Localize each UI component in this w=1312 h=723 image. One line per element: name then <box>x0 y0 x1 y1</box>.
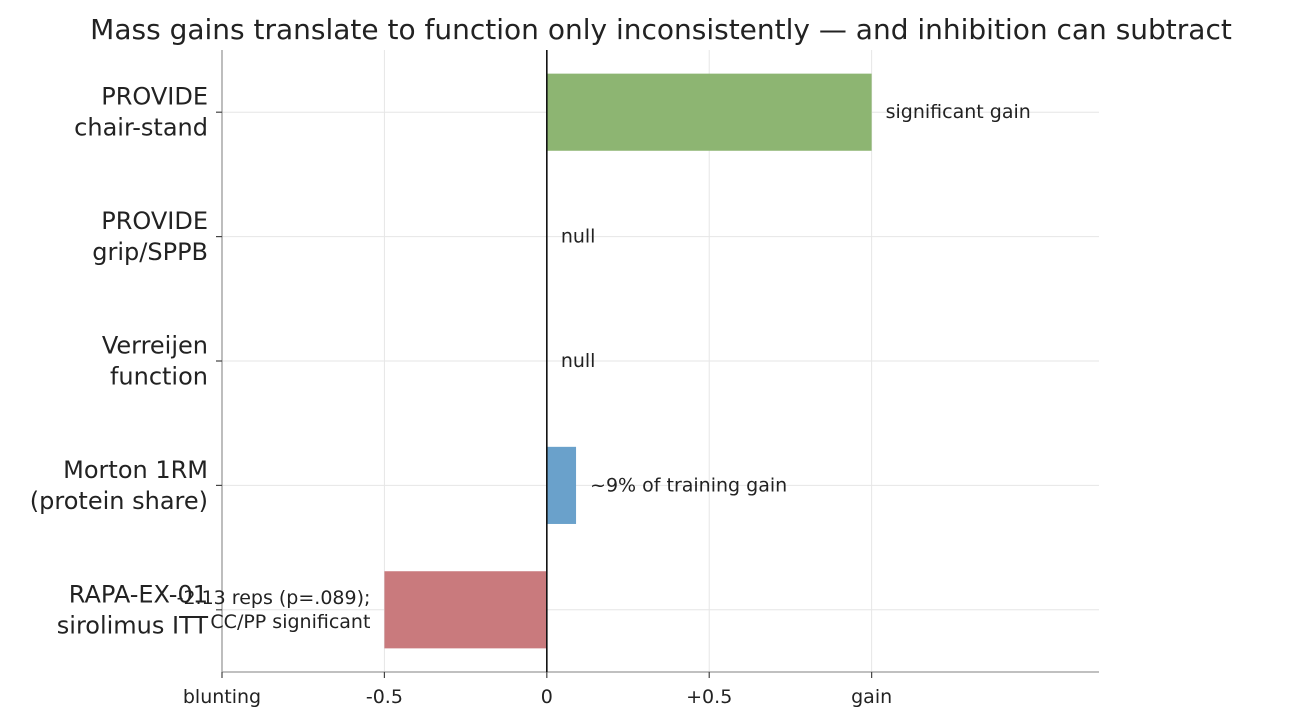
x-tick-label: +0.5 <box>686 686 732 708</box>
y-tick-label: Verreijen <box>102 332 208 360</box>
y-tick-label: sirolimus ITT <box>57 611 209 639</box>
chart-title: Mass gains translate to function only in… <box>90 13 1232 46</box>
bar-label: CC/PP significant <box>210 611 370 633</box>
x-axis-ticks: blunting -0.5 0 +0.5 gain <box>183 672 892 708</box>
y-tick-label: chair-stand <box>74 114 208 142</box>
y-tick-label: grip/SPPB <box>92 238 208 266</box>
bars <box>384 73 872 649</box>
y-tick-label: RAPA-EX-01 <box>69 580 208 608</box>
bar-label: null <box>561 226 596 248</box>
x-tick-label: 0 <box>541 686 553 708</box>
x-tick-label: gain <box>851 686 892 708</box>
bar-label: -2.13 reps (p=.089); <box>177 587 371 609</box>
y-tick-label: (protein share) <box>30 487 208 515</box>
y-tick-label: PROVIDE <box>101 207 208 235</box>
x-tick-label: -0.5 <box>366 686 403 708</box>
y-axis-ticks: PROVIDE chair-stand PROVIDE grip/SPPB Verrei… <box>30 83 222 639</box>
y-tick-label: PROVIDE <box>101 83 208 111</box>
bar <box>384 571 547 649</box>
bar-label: ~9% of training gain <box>590 474 787 496</box>
bar <box>546 446 577 524</box>
bar-label: significant gain <box>886 101 1031 123</box>
x-tick-label: blunting <box>183 686 261 708</box>
bar-label: null <box>561 350 596 372</box>
y-tick-label: function <box>110 363 208 391</box>
bar-labels: significant gain null null ~9% of training … <box>177 101 1031 633</box>
bar <box>546 73 872 151</box>
y-tick-label: Morton 1RM <box>63 456 208 484</box>
